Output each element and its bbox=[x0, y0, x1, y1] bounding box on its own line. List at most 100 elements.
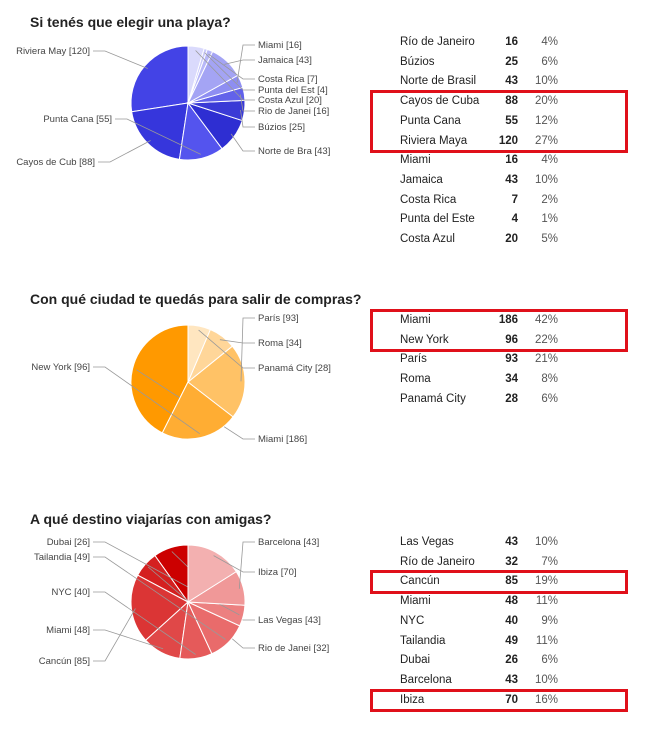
row-percent: 7% bbox=[541, 555, 558, 568]
slice-label: Rio de Janei [16] bbox=[258, 106, 329, 117]
row-percent: 8% bbox=[541, 373, 558, 386]
chart-beach: Si tenés que elegir una playa? Riviera M… bbox=[0, 0, 660, 270]
row-label: Tailandia bbox=[400, 634, 446, 647]
row-label: NYC bbox=[400, 614, 425, 627]
slice-label: Roma [34] bbox=[258, 338, 302, 349]
table-row: Roma 34 8% bbox=[400, 373, 600, 391]
table-row: New York 96 22% bbox=[400, 334, 600, 352]
table-row: Riviera Maya 120 27% bbox=[400, 135, 600, 153]
leader-line bbox=[93, 629, 164, 650]
row-label: París bbox=[400, 353, 427, 366]
table-row: Miami 186 42% bbox=[400, 314, 600, 332]
pie-chart: Miami [186] New York [96] París [93] Roma [… bbox=[31, 313, 331, 445]
row-percent: 5% bbox=[541, 233, 558, 245]
leader-line bbox=[204, 52, 255, 91]
pie-chart: Riviera May [120] Cayos de Cub [88] Punta … bbox=[16, 40, 330, 168]
table-row: Costa Azul 20 5% bbox=[400, 233, 600, 251]
slice-label: Miami [16] bbox=[258, 40, 302, 51]
row-label: Barcelona bbox=[400, 673, 452, 686]
row-percent: 21% bbox=[534, 353, 558, 366]
slice-label: Norte de Bra [43] bbox=[258, 146, 330, 157]
chart-title: A qué destino viajarías con amigas? bbox=[30, 511, 272, 527]
slice-label: París [93] bbox=[258, 313, 299, 324]
row-label: Dubai bbox=[400, 654, 431, 667]
row-percent: 10% bbox=[534, 173, 558, 186]
highlight-box bbox=[370, 309, 628, 353]
row-label: Río de Janeiro bbox=[400, 36, 475, 48]
slice-label: Dubai [26] bbox=[47, 537, 90, 548]
row-percent: 2% bbox=[541, 193, 558, 206]
leader-line bbox=[98, 140, 151, 163]
slice-label: Punta del Est [4] bbox=[258, 85, 328, 96]
row-percent: 10% bbox=[534, 75, 558, 88]
table-row: Jamaica 43 10% bbox=[400, 174, 600, 192]
row-count: 43 bbox=[505, 173, 518, 186]
slice-label: Costa Rica [7] bbox=[258, 74, 318, 85]
row-percent: 20% bbox=[534, 95, 558, 108]
table-row: Cayos de Cuba 88 20% bbox=[400, 95, 600, 113]
leader-line bbox=[93, 608, 136, 662]
row-count: 93 bbox=[505, 353, 518, 366]
leader-line bbox=[224, 59, 255, 65]
leader-line bbox=[115, 118, 201, 155]
leader-line bbox=[208, 53, 255, 80]
row-count: 70 bbox=[505, 693, 518, 706]
slice-label: Búzios [25] bbox=[258, 122, 305, 133]
row-label: Punta Cana bbox=[400, 114, 461, 127]
row-percent: 19% bbox=[534, 575, 558, 588]
table-row: Río de Janeiro 32 7% bbox=[400, 556, 600, 574]
row-percent: 27% bbox=[534, 134, 558, 147]
slice-label: Costa Azul [20] bbox=[258, 95, 322, 106]
slice-label: Rio de Janei [32] bbox=[258, 643, 329, 654]
leader-line bbox=[136, 369, 255, 440]
leader-line bbox=[195, 50, 255, 101]
row-percent: 4% bbox=[541, 154, 558, 167]
row-label: Jamaica bbox=[400, 173, 443, 186]
slice-label: Barcelona [43] bbox=[258, 537, 319, 548]
table-row: Miami 48 11% bbox=[400, 595, 600, 613]
row-label: Miami bbox=[400, 314, 431, 326]
leader-line bbox=[93, 366, 200, 435]
row-count: 26 bbox=[505, 654, 518, 667]
row-label: Miami bbox=[400, 154, 431, 167]
table-row: Punta del Este 4 1% bbox=[400, 213, 600, 231]
row-count: 49 bbox=[505, 634, 518, 647]
leader-line bbox=[240, 109, 255, 128]
row-label: Ibiza bbox=[400, 693, 425, 706]
chart-shopping: Con qué ciudad te quedás para salir de c… bbox=[30, 291, 628, 445]
row-label: Panamá City bbox=[400, 392, 466, 405]
leader-line bbox=[239, 94, 255, 112]
row-count: 4 bbox=[511, 213, 518, 226]
slice-label: Ibiza [70] bbox=[258, 567, 297, 578]
row-percent: 22% bbox=[534, 333, 558, 346]
row-percent: 4% bbox=[541, 36, 558, 48]
slice-label: Miami [186] bbox=[258, 434, 307, 445]
row-label: Río de Janeiro bbox=[400, 555, 475, 568]
table-row: Tailandia 49 11% bbox=[400, 635, 600, 653]
pie-slice bbox=[130, 45, 189, 113]
row-count: 96 bbox=[505, 333, 518, 346]
row-count: 32 bbox=[505, 555, 518, 568]
slice-label: Cayos de Cub [88] bbox=[16, 157, 95, 168]
pie-slice bbox=[161, 381, 234, 440]
leader-line bbox=[238, 541, 255, 589]
leader-line bbox=[93, 50, 148, 69]
row-count: 16 bbox=[505, 36, 518, 48]
row-count: 43 bbox=[505, 536, 518, 548]
row-label: Las Vegas bbox=[400, 536, 454, 548]
pie-slice bbox=[187, 45, 205, 104]
row-label: New York bbox=[400, 333, 449, 346]
row-percent: 6% bbox=[541, 392, 558, 405]
leader-line bbox=[236, 44, 255, 83]
slice-label: Jamaica [43] bbox=[258, 55, 312, 66]
table-row: Ibiza 70 16% bbox=[400, 694, 600, 712]
leader-line bbox=[240, 317, 255, 382]
row-count: 88 bbox=[505, 95, 518, 108]
leader-line bbox=[213, 555, 255, 573]
row-count: 25 bbox=[505, 55, 518, 68]
pie-chart: Las Vegas [43] Rio de Janei [32] Cancún [8… bbox=[34, 537, 329, 667]
table-row: Barcelona 43 10% bbox=[400, 674, 600, 692]
table-row: Panamá City 28 6% bbox=[400, 393, 600, 411]
table-row: Costa Rica 7 2% bbox=[400, 194, 600, 212]
highlight-box bbox=[370, 688, 628, 713]
